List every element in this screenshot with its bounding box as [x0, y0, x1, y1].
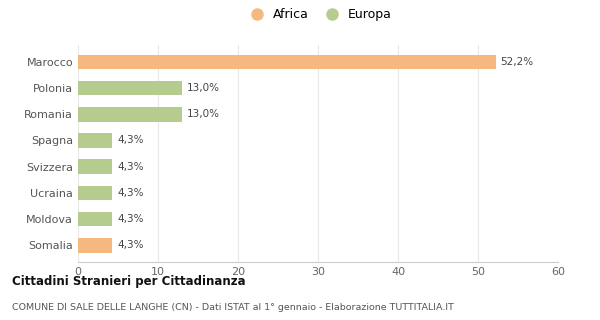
Bar — [78, 107, 182, 122]
Text: Cittadini Stranieri per Cittadinanza: Cittadini Stranieri per Cittadinanza — [12, 275, 245, 288]
Text: 13,0%: 13,0% — [187, 109, 220, 119]
Text: COMUNE DI SALE DELLE LANGHE (CN) - Dati ISTAT al 1° gennaio - Elaborazione TUTTI: COMUNE DI SALE DELLE LANGHE (CN) - Dati … — [12, 303, 454, 312]
Text: 4,3%: 4,3% — [117, 240, 144, 250]
Bar — [78, 81, 182, 95]
Bar — [78, 212, 112, 226]
Text: 4,3%: 4,3% — [117, 188, 144, 198]
Text: 4,3%: 4,3% — [117, 162, 144, 172]
Text: 4,3%: 4,3% — [117, 135, 144, 146]
Bar — [78, 55, 496, 69]
Bar — [78, 238, 112, 252]
Text: 4,3%: 4,3% — [117, 214, 144, 224]
Bar — [78, 133, 112, 148]
Text: 13,0%: 13,0% — [187, 83, 220, 93]
Bar — [78, 186, 112, 200]
Bar — [78, 159, 112, 174]
Text: 52,2%: 52,2% — [500, 57, 533, 67]
Legend: Africa, Europa: Africa, Europa — [239, 3, 397, 26]
